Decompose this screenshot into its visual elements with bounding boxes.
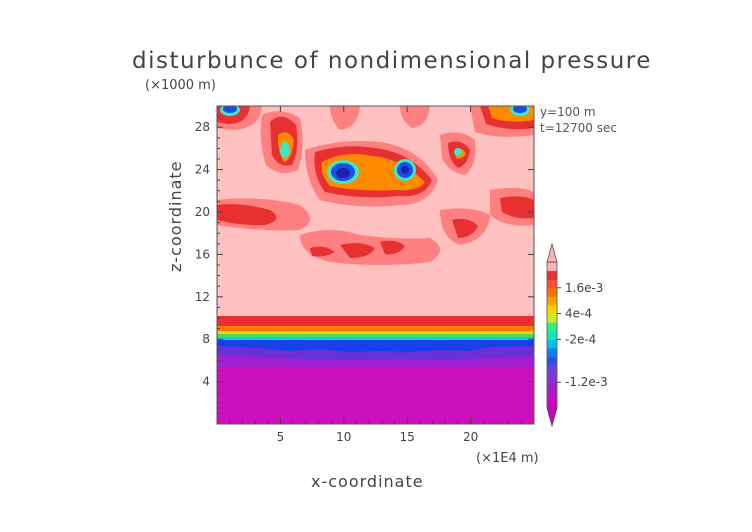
colorbar-swatch bbox=[547, 287, 557, 297]
y-tick-label: 12 bbox=[195, 290, 210, 304]
y-tick-label: 4 bbox=[202, 375, 210, 389]
band-violet bbox=[217, 346, 534, 362]
colorbar-bottom-extension bbox=[546, 407, 558, 428]
colorbar-frame bbox=[546, 261, 558, 409]
y-axis-unit: (×1000 m) bbox=[145, 78, 216, 93]
colorbar-swatch bbox=[547, 356, 557, 366]
y-tick-label: 20 bbox=[195, 205, 210, 219]
band-blue bbox=[217, 340, 534, 353]
band-cyan bbox=[217, 337, 534, 341]
annotation-time: t=12700 sec bbox=[540, 121, 617, 135]
colorbar-label: -1.2e-3 bbox=[565, 375, 608, 389]
x-axis-unit: (×1E4 m) bbox=[476, 451, 539, 466]
colorbar-top-extension bbox=[546, 242, 558, 263]
colorbar-swatch bbox=[547, 313, 557, 323]
colorbar-swatch bbox=[547, 399, 557, 409]
colorbar-swatch bbox=[547, 304, 557, 315]
colorbar-swatch bbox=[547, 373, 557, 383]
annotation-location: y=100 m bbox=[540, 105, 596, 119]
colorbar: 1.6e-3 4e-4 -2e-4 -1.2e-3 bbox=[546, 242, 608, 428]
colorbar-swatch bbox=[547, 296, 557, 306]
x-tick-label: 10 bbox=[336, 430, 351, 444]
x-axis-label: x-coordinate bbox=[311, 472, 424, 491]
band-orange bbox=[217, 326, 534, 332]
colorbar-label: 4e-4 bbox=[565, 307, 592, 321]
band-green bbox=[217, 334, 534, 338]
x-tick-label: 15 bbox=[400, 430, 415, 444]
colorbar-label: 1.6e-3 bbox=[565, 281, 603, 295]
band-red bbox=[217, 316, 534, 328]
x-tick-label: 5 bbox=[277, 430, 285, 444]
colorbar-swatch bbox=[547, 339, 557, 349]
navy-cores bbox=[336, 166, 409, 178]
colorbar-label: -2e-4 bbox=[565, 332, 596, 346]
contour-field bbox=[217, 106, 534, 424]
colorbar-swatch bbox=[547, 390, 557, 400]
y-tick-label: 16 bbox=[195, 247, 210, 261]
y-tick-label: 8 bbox=[202, 332, 210, 346]
colorbar-swatch bbox=[547, 279, 557, 289]
field-magenta bbox=[217, 368, 534, 424]
chart-title: disturbunce of nondimensional pressure bbox=[132, 48, 652, 74]
colorbar-swatch bbox=[547, 347, 557, 357]
colorbar-swatch bbox=[547, 270, 557, 280]
x-tick-label: 20 bbox=[463, 430, 478, 444]
colorbar-swatch bbox=[547, 322, 557, 332]
colorbar-swatch bbox=[547, 262, 557, 272]
colorbar-swatch bbox=[547, 382, 557, 392]
y-tick-label: 28 bbox=[195, 120, 210, 134]
colorbar-swatch bbox=[547, 330, 557, 340]
colorbar-swatch bbox=[547, 365, 557, 375]
band-yellow bbox=[217, 331, 534, 335]
axes: 5 10 15 20 4 8 12 16 20 24 28 bbox=[195, 106, 534, 444]
y-tick-label: 24 bbox=[195, 163, 210, 177]
